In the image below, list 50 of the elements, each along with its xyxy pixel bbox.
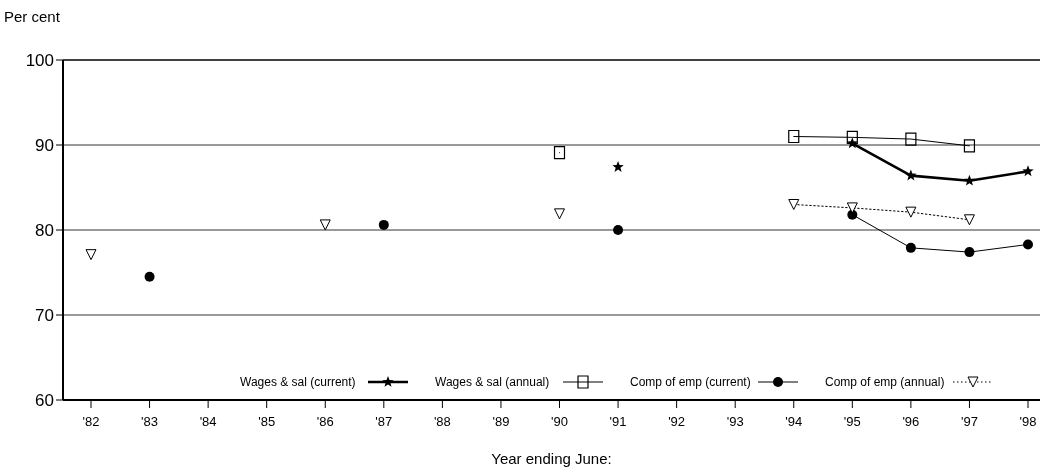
y-axis-title: Per cent [4, 8, 61, 25]
legend-label: Comp of emp (current) [630, 375, 751, 390]
y-tick-label: 90 [35, 135, 54, 155]
legend-label: Comp of emp (annual) [825, 375, 945, 390]
point [788, 129, 800, 144]
y-tick-label: 80 [35, 220, 54, 240]
point [319, 219, 331, 231]
point [788, 199, 800, 210]
point [964, 247, 975, 258]
point [963, 174, 976, 186]
legend-label: Wages & sal (annual) [435, 375, 550, 390]
point [144, 271, 155, 282]
x-tick-label: '86 [316, 414, 334, 429]
point [378, 219, 389, 230]
x-tick-label: '94 [785, 414, 803, 429]
point [846, 202, 858, 214]
x-tick-label: '87 [375, 414, 393, 429]
point [85, 249, 97, 261]
y-tick-label: 100 [25, 50, 54, 70]
point [905, 206, 917, 218]
point [554, 208, 565, 220]
point [1023, 239, 1033, 250]
x-tick-label: '97 [960, 414, 978, 429]
point [963, 139, 976, 153]
x-tick-label: '96 [902, 414, 920, 429]
x-tick-label: '85 [258, 414, 276, 429]
x-tick-label: '90 [551, 414, 568, 429]
x-tick-label: '98 [1019, 414, 1037, 429]
x-tick-label: '91 [609, 414, 627, 429]
point [963, 214, 975, 226]
x-tick-label: '89 [492, 414, 510, 429]
legend-label: Wages & sal (current) [240, 375, 356, 390]
x-axis-title: Year ending June: [491, 450, 612, 467]
x-tick-label: '82 [82, 414, 100, 429]
x-tick-label: '88 [433, 414, 451, 429]
x-tick-label: '84 [199, 414, 217, 429]
y-tick-label: 70 [35, 305, 54, 325]
point [1022, 165, 1034, 177]
y-tick-label: 60 [35, 390, 54, 410]
point [905, 169, 917, 181]
point [613, 225, 624, 235]
point [905, 132, 917, 146]
point [846, 130, 858, 144]
x-tick-label: '95 [843, 414, 861, 429]
point [612, 161, 624, 172]
point [553, 146, 566, 160]
point [905, 242, 916, 253]
x-tick-label: '93 [726, 414, 744, 429]
x-tick-label: '92 [668, 414, 686, 429]
x-tick-label: '83 [141, 414, 159, 429]
